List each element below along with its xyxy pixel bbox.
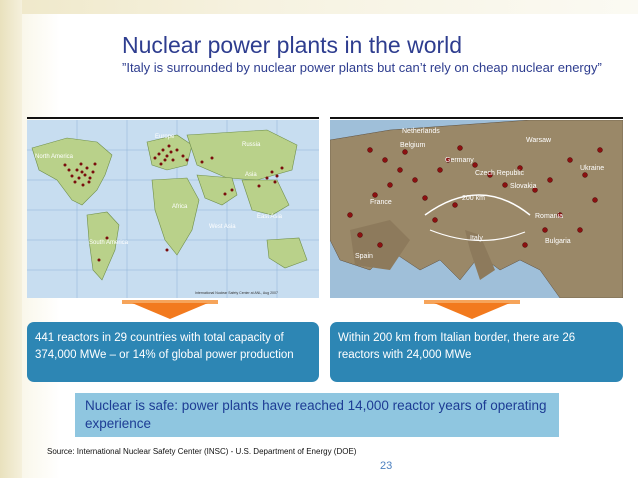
europe-label-slovakia: Slovakia [510, 183, 537, 190]
europe-label-200km: 200 km [462, 195, 485, 202]
world-label-east-asia: East Asia [257, 214, 283, 220]
slide-title: Nuclear power plants in the world [122, 32, 463, 58]
europe-label-romania: Romania [535, 213, 563, 220]
europe-label-italy: Italy [470, 235, 483, 242]
world-reactors-text: 441 reactors in 29 countries with total … [35, 332, 294, 361]
europe-label-france: France [370, 199, 392, 206]
world-label-europe: Europe [155, 134, 175, 140]
left-divider-rule [27, 117, 319, 119]
right-divider-rule [330, 117, 623, 119]
slide-subtitle: ”Italy is surrounded by nuclear power pl… [122, 60, 602, 75]
europe-label-ukraine: Ukraine [580, 165, 604, 172]
page-number: 23 [380, 460, 393, 472]
europe-label-spain: Spain [355, 253, 373, 260]
europe-label-warsaw: Warsaw [526, 137, 552, 144]
left-arrow-bar [122, 300, 218, 304]
italy-border-text: Within 200 km from Italian border, there… [338, 332, 576, 361]
nuclear-safe-text: Nuclear is safe: power plants have reach… [85, 398, 547, 431]
europe-label-bulgaria: Bulgaria [545, 238, 571, 245]
right-arrow-bar [424, 300, 520, 304]
world-map-image: North America Europe Russia Asia Africa … [27, 120, 319, 298]
left-decor-band [0, 0, 22, 478]
top-decor-band [0, 0, 638, 14]
europe-label-czech-republic: Czech Republic [475, 170, 525, 177]
europe-map-image: Netherlands Belgium Germany France Czech… [330, 120, 623, 298]
world-reactors-box: 441 reactors in 29 countries with total … [27, 322, 319, 382]
world-label-west-asia: West Asia [209, 224, 236, 230]
europe-label-netherlands: Netherlands [402, 128, 440, 135]
nuclear-safe-box: Nuclear is safe: power plants have reach… [75, 393, 559, 437]
world-map: North America Europe Russia Asia Africa … [27, 120, 319, 298]
world-label-north-america: North America [35, 154, 74, 160]
world-label-russia: Russia [242, 142, 261, 148]
europe-label-germany: Germany [445, 157, 474, 164]
left-down-arrow [132, 303, 208, 319]
world-label-asia: Asia [245, 172, 257, 178]
europe-label-belgium: Belgium [400, 142, 425, 149]
source-note: Source: International Nuclear Safety Cen… [47, 447, 357, 456]
right-down-arrow [434, 303, 510, 319]
world-label-south-america: South America [89, 240, 129, 246]
europe-map: Netherlands Belgium Germany France Czech… [330, 120, 623, 298]
world-map-credit: International Nuclear Safety Center at A… [195, 291, 278, 295]
world-label-africa: Africa [172, 204, 188, 210]
italy-border-box: Within 200 km from Italian border, there… [330, 322, 623, 382]
